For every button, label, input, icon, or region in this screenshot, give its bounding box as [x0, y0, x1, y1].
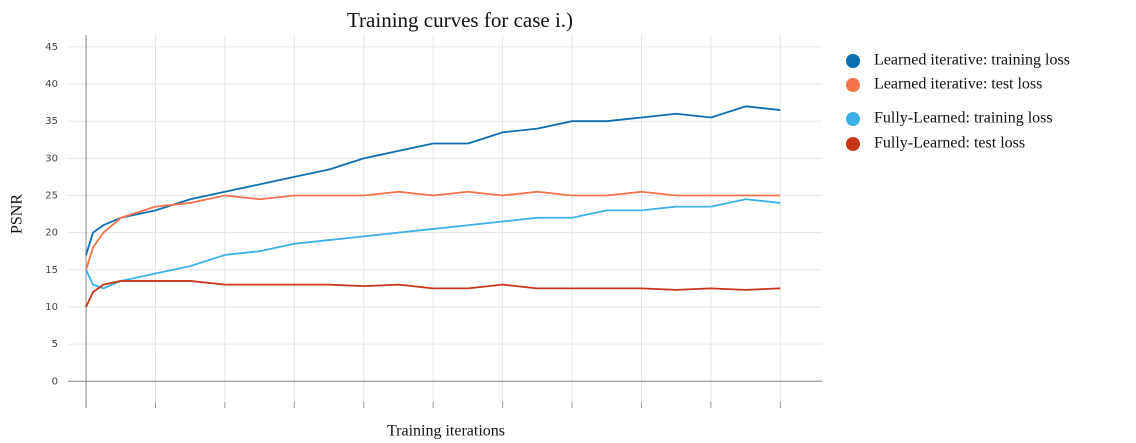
chart-title: Training curves for case i.): [347, 8, 573, 32]
legend-label: Learned iterative: training loss: [874, 52, 1070, 69]
y-tick-label: 5: [52, 339, 58, 350]
y-tick-label: 20: [45, 228, 58, 239]
y-tick-label: 10: [45, 302, 58, 313]
y-tick-label: 30: [45, 153, 58, 164]
y-tick-label: 45: [45, 42, 58, 53]
y-tick-label: 40: [45, 79, 58, 90]
legend-label: Fully-Learned: test loss: [874, 135, 1025, 152]
y-tick-label: 15: [45, 265, 58, 276]
y-axis-label: PSNR: [9, 194, 26, 234]
x-axis-label: Training iterations: [387, 423, 505, 440]
series-line: [85, 105, 781, 256]
y-tick-label: 0: [52, 376, 58, 387]
legend-label: Learned iterative: test loss: [874, 76, 1042, 93]
y-tick-label: 35: [45, 116, 58, 127]
series-line: [85, 198, 781, 290]
legend-swatch: [846, 112, 860, 126]
series-line: [85, 280, 781, 308]
y-tick-label: 25: [45, 190, 58, 201]
legend-swatch: [846, 54, 860, 68]
legend-swatch: [846, 137, 860, 151]
legend-swatch: [846, 78, 860, 92]
series-line: [85, 190, 781, 271]
legend-label: Fully-Learned: training loss: [874, 110, 1053, 127]
